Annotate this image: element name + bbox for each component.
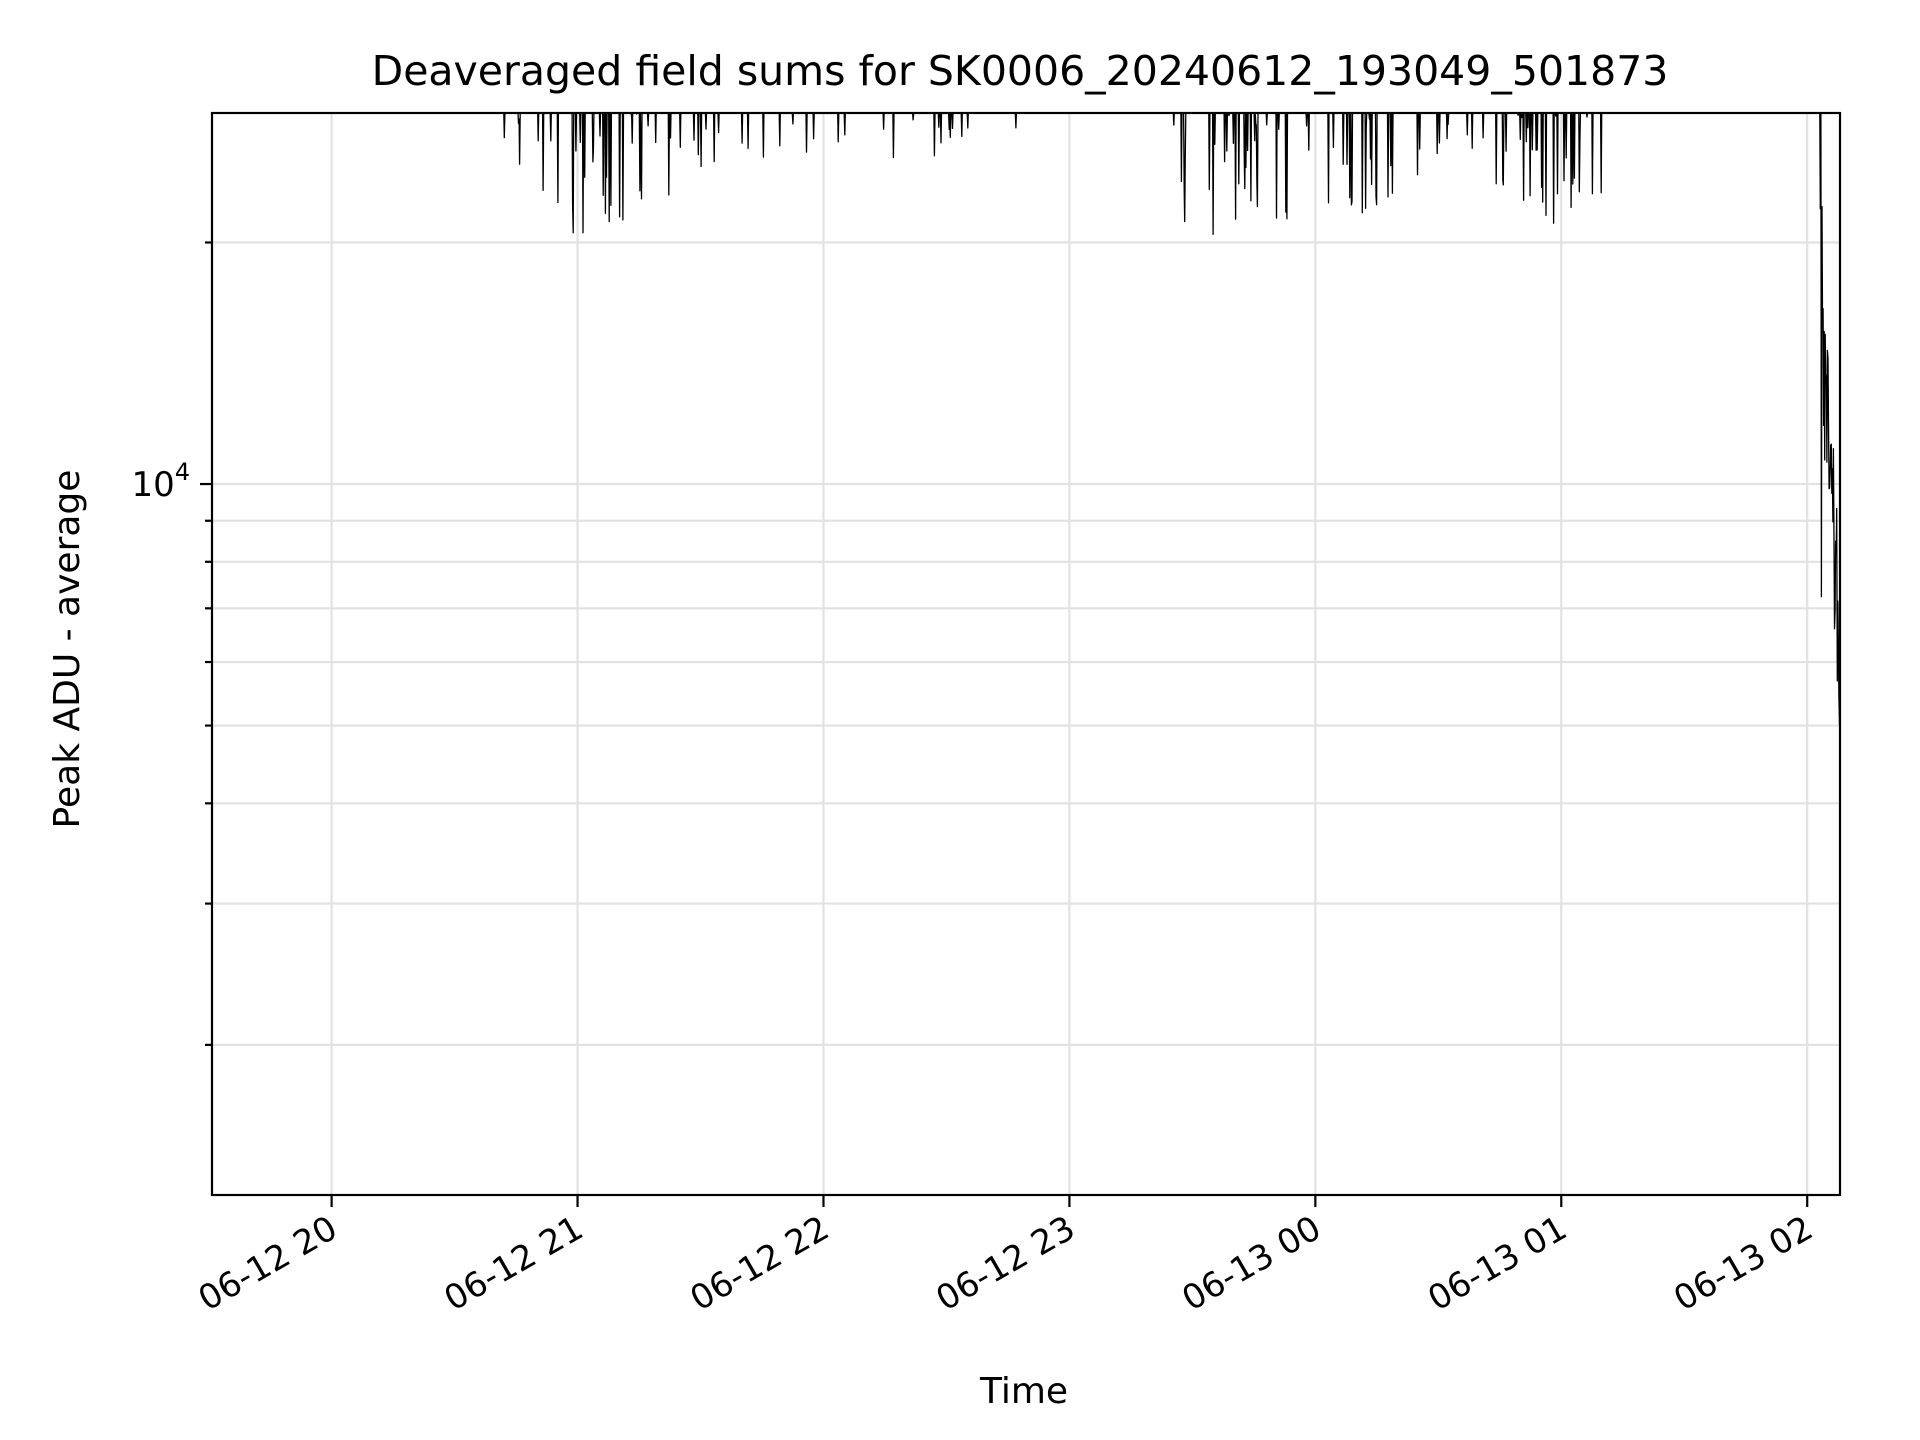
- x-axis: 06-12 20 06-12 21 06-12 22 06-12 23 06-13 00…: [192, 1195, 1820, 1319]
- chart-title: Deaveraged field sums for SK0006_2024061…: [372, 47, 1669, 95]
- series-layer: [211, 112, 1841, 726]
- x-tick-label: 06-12 22: [684, 1208, 836, 1319]
- x-tick-label: 06-12 23: [930, 1208, 1082, 1319]
- x-tick-label: 06-12 21: [438, 1208, 590, 1319]
- y-axis-label: Peak ADU - average: [47, 470, 88, 829]
- x-axis-label: Time: [979, 1371, 1068, 1412]
- x-tick-label: 06-13 01: [1421, 1208, 1573, 1319]
- grid: [212, 113, 1840, 1195]
- x-tick-label: 06-12 20: [192, 1208, 344, 1319]
- y-axis: 104105106107: [131, 241, 212, 1046]
- x-tick-label: 06-13 02: [1667, 1208, 1819, 1319]
- x-tick-label: 06-13 00: [1175, 1208, 1327, 1319]
- y-tick-label: 104: [131, 458, 190, 505]
- series-line: [211, 112, 1841, 726]
- plot-frame: [210, 111, 1842, 1197]
